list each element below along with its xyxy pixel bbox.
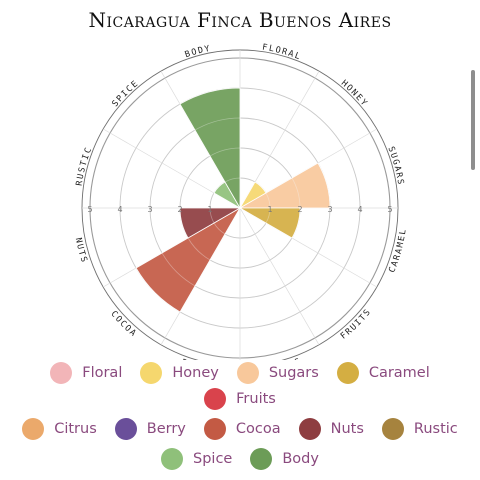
wedge-ring: [194, 117, 241, 131]
radial-tick-label-right: 5: [387, 205, 392, 214]
legend-label: Honey: [172, 365, 219, 381]
legend-swatch: [50, 362, 73, 384]
radial-tick-label-left: 3: [147, 205, 152, 214]
legend-swatch: [140, 362, 163, 384]
radial-tick-label-left: 1: [207, 205, 212, 214]
legend-label: Nuts: [330, 421, 364, 437]
radial-tick-label-left: 4: [117, 205, 122, 214]
polar-chart: 1 1 2 2 3 3 4 4 5 5 FLORAL HONEY SUGARS CARAMEL FRUIT…: [73, 43, 408, 360]
legend-swatch: [114, 418, 137, 440]
wedge-ring: [224, 177, 241, 183]
category-label-body: BODY: [184, 44, 212, 61]
legend-item-rustic[interactable]: Rustic: [381, 418, 458, 440]
legend: Floral Honey Sugars Caramel Fruits Citrus Berr…: [0, 362, 480, 470]
chart-title: Nicaragua Finca Buenos Aires: [88, 8, 392, 32]
legend-swatch: [336, 362, 359, 384]
legend-item-honey[interactable]: Honey: [140, 362, 219, 384]
legend-label: Fruits: [236, 391, 276, 407]
wedge-ring: [265, 207, 271, 224]
category-label-spice: SPICE: [110, 78, 141, 109]
radial-tick-label-right: 1: [267, 205, 272, 214]
wedge-caramel[interactable]: [238, 207, 301, 239]
wedge-ring: [187, 237, 211, 261]
category-label-honey: HONEY: [339, 78, 370, 109]
legend-label: Rustic: [413, 421, 458, 437]
legend-item-caramel[interactable]: Caramel: [336, 362, 430, 384]
legend-item-body[interactable]: Body: [250, 448, 319, 470]
legend-item-citrus[interactable]: Citrus: [22, 418, 97, 440]
legend-swatch: [381, 418, 404, 440]
category-label-citrus: CITRUS: [263, 357, 304, 360]
legend-item-sugars[interactable]: Sugars: [236, 362, 319, 384]
legend-item-spice[interactable]: Spice: [161, 448, 232, 470]
wedge-ring: [209, 147, 241, 157]
radial-tick-label-right: 3: [327, 205, 332, 214]
legend-label: Spice: [193, 451, 233, 467]
legend-label: Sugars: [268, 365, 319, 381]
legend-swatch: [250, 448, 273, 470]
wedge-layer: [135, 87, 331, 313]
legend-swatch: [203, 418, 226, 440]
legend-label: Berry: [146, 421, 186, 437]
category-label-fruits: FRUITS: [339, 307, 374, 342]
radial-tick-label-right: 2: [297, 205, 302, 214]
category-label-sugars: SUGARS: [385, 145, 405, 186]
legend-label: Citrus: [54, 421, 97, 437]
wedge-ring: [291, 177, 301, 209]
radial-divider: [239, 207, 320, 346]
category-label-floral: FLORAL: [261, 43, 302, 63]
wedge-ring: [209, 207, 215, 224]
wedge-sugars[interactable]: [238, 162, 331, 209]
legend-swatch: [22, 418, 45, 440]
legend-item-floral[interactable]: Floral: [50, 362, 122, 384]
wedge-ring: [161, 252, 196, 287]
legend-item-nuts[interactable]: Nuts: [298, 418, 364, 440]
radial-tick-label-left: 5: [87, 205, 92, 214]
radial-tick-label-left: 2: [177, 205, 182, 214]
tick-layer: 1 1 2 2 3 3 4 4 5 5: [87, 205, 392, 214]
legend-label: Body: [282, 451, 319, 467]
legend-swatch: [204, 388, 227, 410]
legend-swatch: [298, 418, 321, 440]
legend-item-berry[interactable]: Berry: [114, 418, 186, 440]
category-label-caramel: CARAMEL: [387, 227, 408, 274]
category-label-rustic: RUSTIC: [75, 145, 95, 186]
category-label-nuts: NUTS: [73, 237, 89, 265]
legend-swatch: [236, 362, 259, 384]
wedge-cocoa[interactable]: [135, 206, 242, 313]
legend-label: Floral: [82, 365, 123, 381]
wedge-nuts[interactable]: [179, 207, 242, 239]
radial-tick-label-right: 4: [357, 205, 362, 214]
legend-label: Cocoa: [235, 421, 281, 437]
wedge-body[interactable]: [179, 87, 241, 210]
legend-label: Caramel: [368, 365, 430, 381]
scrollbar[interactable]: [471, 70, 475, 170]
legend-swatch: [161, 448, 184, 470]
legend-item-fruits[interactable]: Fruits: [204, 388, 276, 410]
legend-item-cocoa[interactable]: Cocoa: [203, 418, 281, 440]
